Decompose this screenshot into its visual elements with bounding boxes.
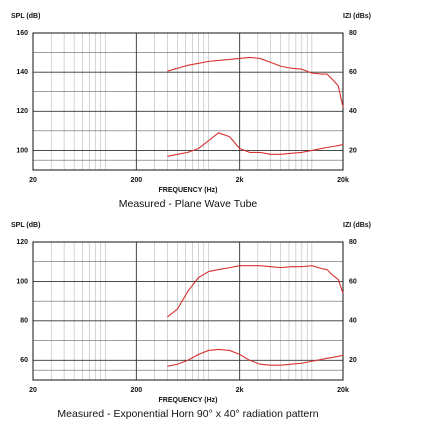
y2-tick-label: 20	[349, 357, 357, 364]
y2-tick-label: 60	[349, 69, 357, 76]
x-axis-label: FREQUENCY (Hz)	[159, 397, 218, 404]
x-tick-label: 20k	[337, 177, 349, 184]
y2-axis-label: IZI (dBs)	[343, 222, 371, 229]
x-tick-label: 200	[130, 387, 142, 394]
y-tick-label: 160	[16, 30, 28, 37]
plot-frame	[32, 32, 344, 171]
y-tick-label: 100	[16, 147, 28, 154]
x-tick-label: 20	[29, 177, 37, 184]
y-axis-label: SPL (dB)	[11, 222, 40, 229]
x-tick-label: 20k	[337, 387, 349, 394]
y2-tick-label: 60	[349, 278, 357, 285]
plot-frame	[32, 241, 344, 381]
x-tick-label: 20	[29, 387, 37, 394]
y2-axis-label: IZI (dBs)	[343, 13, 371, 20]
y-tick-label: 80	[20, 318, 28, 325]
x-tick-label: 200	[130, 177, 142, 184]
x-tick-label: 2k	[236, 387, 244, 394]
x-tick-label: 2k	[236, 177, 244, 184]
y2-tick-label: 40	[349, 318, 357, 325]
y-tick-label: 120	[16, 108, 28, 115]
chart-title: Measured - Plane Wave Tube	[119, 198, 258, 210]
chart-title: Measured - Exponential Horn 90° x 40° ra…	[57, 408, 318, 420]
y-tick-label: 140	[16, 69, 28, 76]
y-axis-label: SPL (dB)	[11, 13, 40, 20]
series-line	[167, 348, 344, 367]
y-tick-label: 120	[16, 239, 28, 246]
x-axis-label: FREQUENCY (Hz)	[159, 187, 218, 194]
y-tick-label: 60	[20, 357, 28, 364]
series-line	[167, 265, 344, 318]
y-tick-label: 100	[16, 278, 28, 285]
y2-tick-label: 80	[349, 239, 357, 246]
y2-tick-label: 80	[349, 30, 357, 37]
series-line	[167, 56, 344, 108]
y2-tick-label: 20	[349, 147, 357, 154]
y2-tick-label: 40	[349, 108, 357, 115]
series-line	[167, 132, 344, 157]
